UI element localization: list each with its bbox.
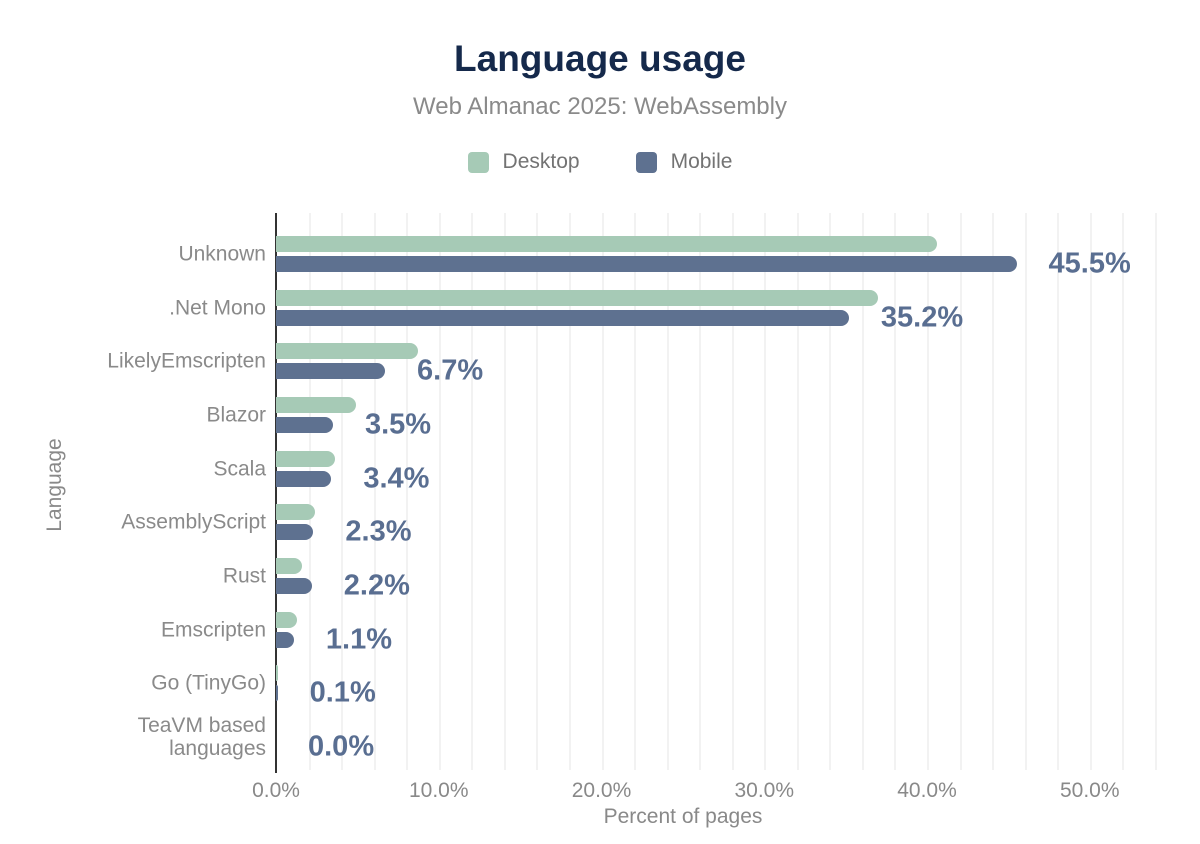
gridline [406,213,409,770]
gridline [731,213,734,770]
gridline [861,213,864,770]
category-label: TeaVM based languages [137,714,266,761]
gridline [601,213,604,770]
legend: Desktop Mobile [0,150,1200,174]
gridline [1122,213,1125,770]
data-label: 45.5% [1048,247,1131,280]
bar-desktop[interactable] [276,343,418,360]
bar-desktop[interactable] [276,504,316,521]
gridline [1057,213,1060,770]
gridline [699,213,702,770]
x-tick-label: 0.0% [252,779,300,802]
category-label: AssemblyScript [121,510,266,534]
category-label: .Net Mono [169,296,266,319]
bar-desktop[interactable] [276,289,879,306]
bar-mobile[interactable] [276,578,312,595]
bar-mobile[interactable] [276,416,333,433]
gridline [666,213,669,770]
data-label: 35.2% [880,301,964,334]
x-tick-label: 10.0% [408,779,469,802]
bar-desktop[interactable] [276,450,335,467]
x-tick-label: 40.0% [897,779,957,802]
desktop-swatch-icon [467,151,489,173]
x-tick-label: 20.0% [571,779,632,802]
gridline [471,213,474,770]
gridline [308,213,311,770]
bar-mobile[interactable] [276,685,278,702]
gridline [1089,213,1092,770]
data-label: 0.0% [308,730,375,763]
bar-mobile[interactable] [276,524,314,541]
gridline [1154,213,1157,770]
data-label: 2.2% [343,569,410,602]
gridline [536,213,539,770]
x-axis-title: Percent of pages [603,805,763,828]
bar-desktop[interactable] [276,235,937,252]
legend-label-mobile: Mobile [670,150,733,173]
mobile-swatch-icon [635,151,657,173]
gridline [341,213,344,770]
data-label: 2.3% [345,515,412,548]
bar-mobile[interactable] [276,631,294,648]
bar-desktop[interactable] [276,665,278,682]
category-label: Scala [213,457,266,481]
data-label: 6.7% [417,354,484,387]
category-label: Go (TinyGo) [151,671,266,695]
gridline [1024,213,1027,770]
data-label: 0.1% [309,676,376,709]
category-label: Blazor [206,403,266,427]
bar-desktop[interactable] [276,611,298,628]
y-axis-line [275,213,277,773]
category-label: Emscripten [160,618,266,642]
data-label: 3.4% [363,462,430,495]
gridline [568,213,571,770]
bar-mobile[interactable] [276,470,332,487]
legend-item-mobile[interactable]: Mobile [635,150,733,174]
legend-item-desktop[interactable]: Desktop [467,150,580,174]
gridline [992,213,995,770]
bar-mobile[interactable] [276,363,386,380]
bar-desktop[interactable] [276,558,303,575]
category-label: Rust [222,564,266,588]
gridline [959,213,962,770]
gridline [373,213,376,770]
bar-mobile[interactable] [276,255,1017,272]
data-label: 1.1% [325,623,392,656]
x-tick-label: 30.0% [734,779,795,802]
gridline [796,213,799,770]
gridline [503,213,506,770]
gridline [927,213,929,770]
category-label: Unknown [178,242,266,266]
data-label: 3.5% [364,408,432,441]
bar-mobile[interactable] [276,309,849,326]
legend-label-desktop: Desktop [502,150,580,173]
gridline [764,213,767,770]
category-label: LikelyEmscripten [107,349,266,373]
x-tick-label: 50.0% [1059,779,1120,802]
gridline [438,213,441,770]
bar-desktop[interactable] [276,396,356,413]
chart-subtitle: Web Almanac 2025: WebAssembly [413,93,787,120]
gridline [634,213,637,770]
gridline [829,213,832,770]
gridline [894,213,897,770]
chart-title: Language usage [454,38,746,79]
